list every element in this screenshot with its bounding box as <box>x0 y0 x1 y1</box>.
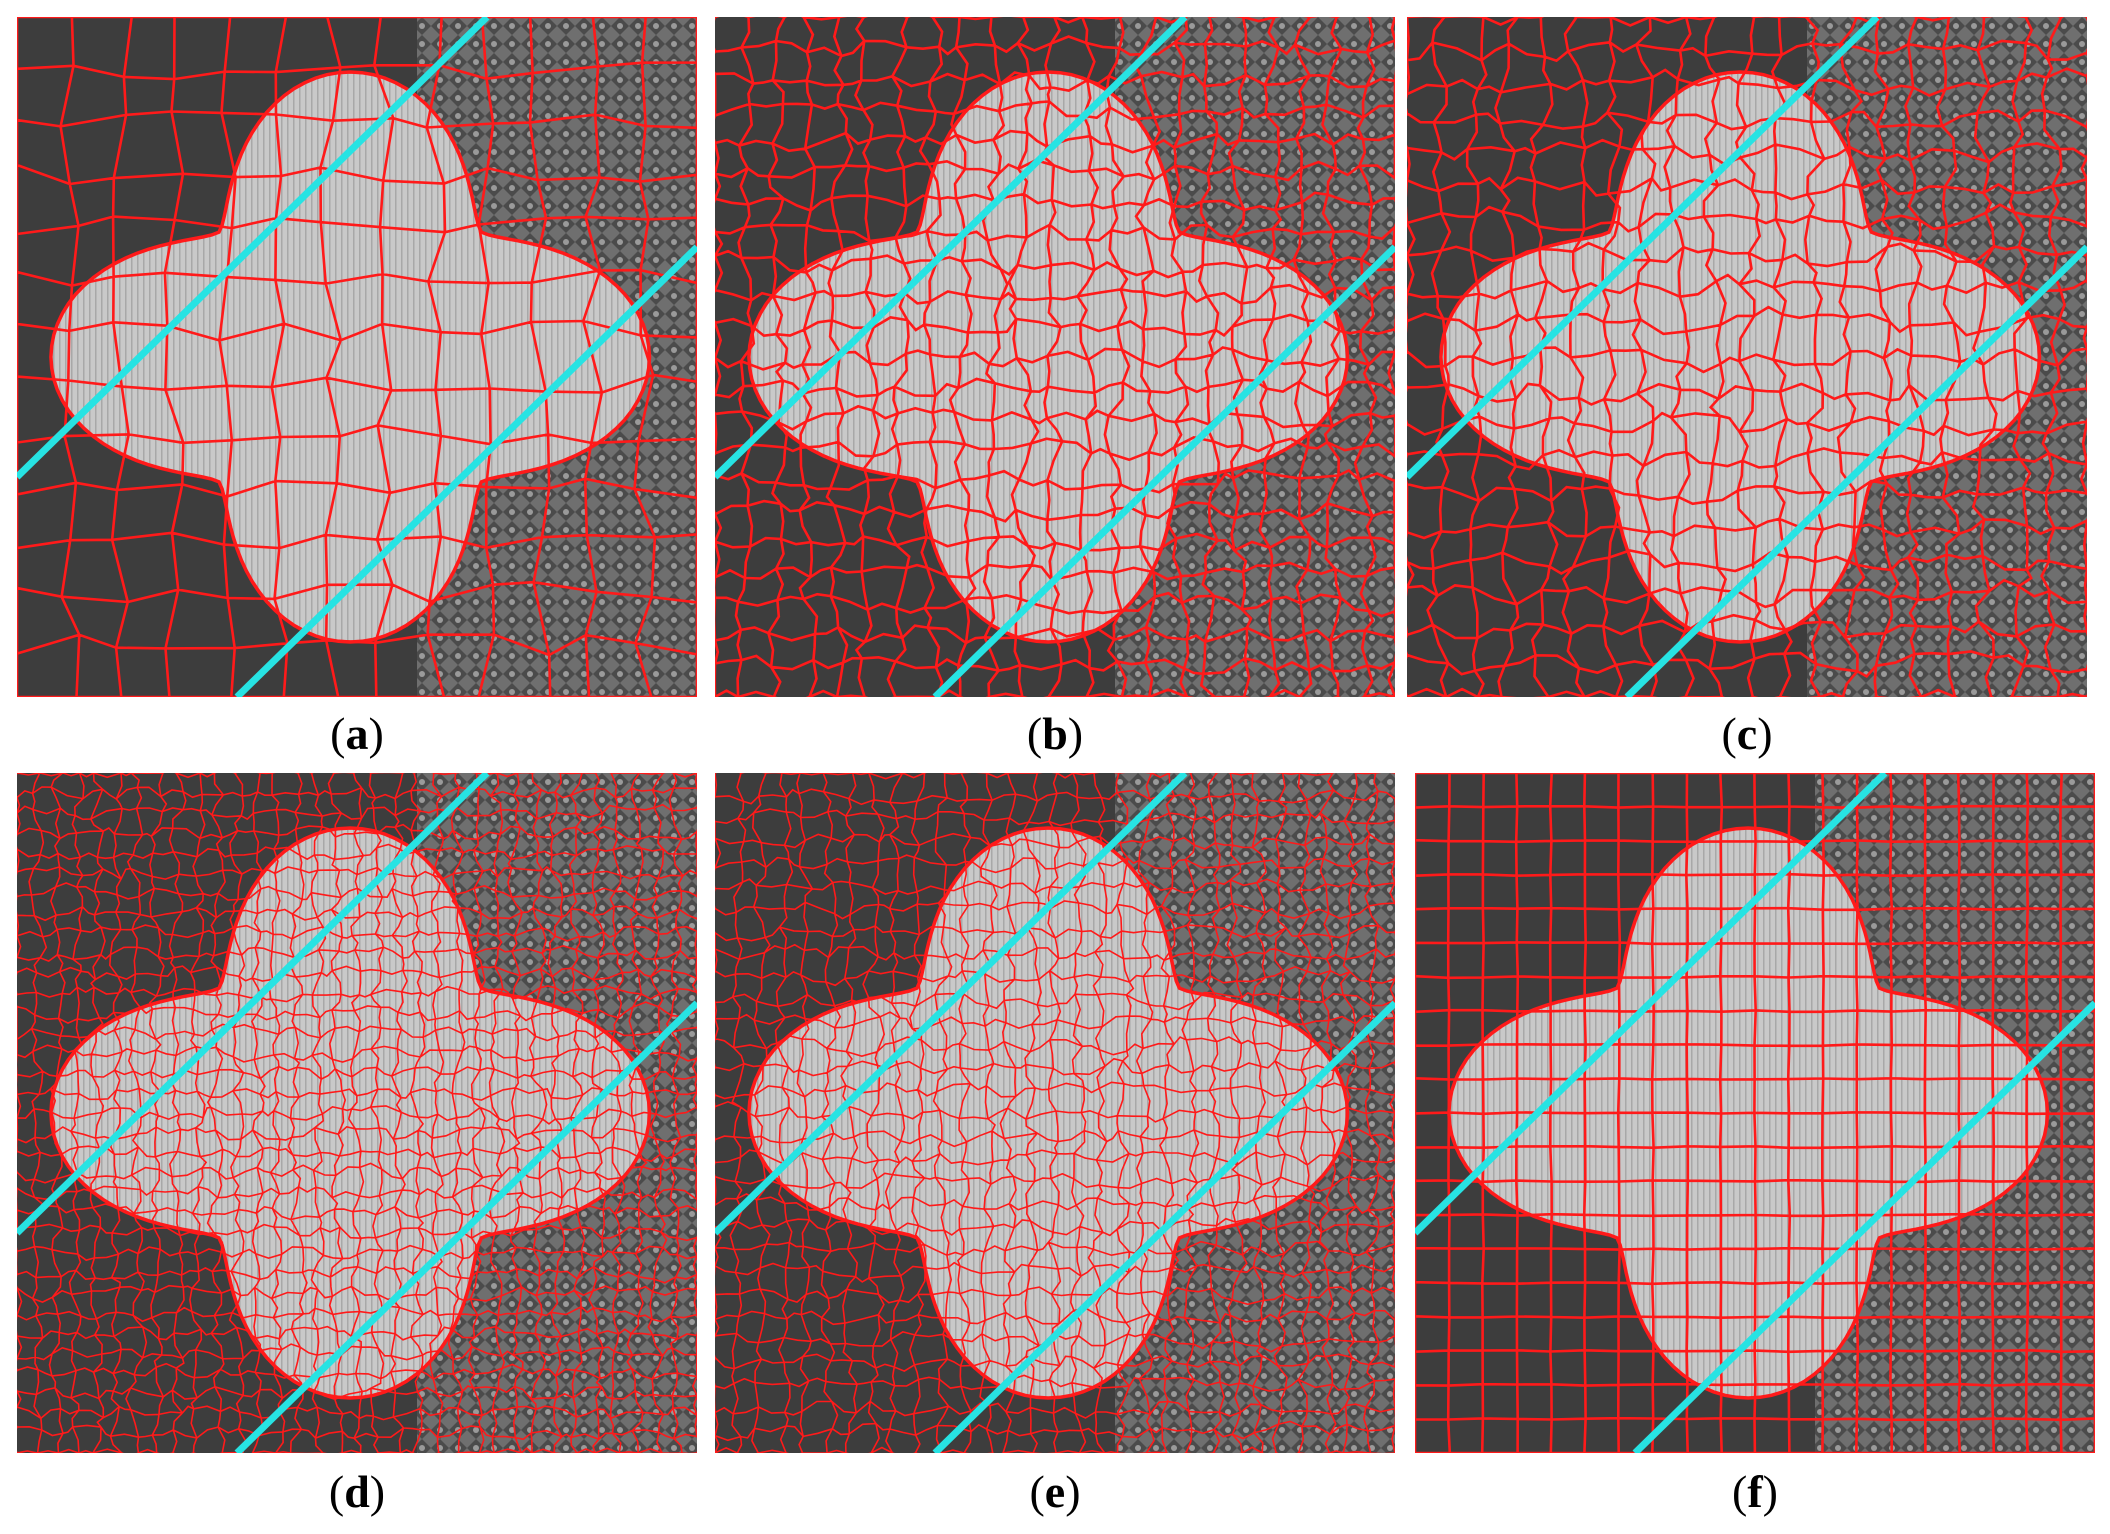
guide-line-upper <box>17 17 490 480</box>
panel-e-image <box>715 773 1395 1453</box>
caption-d: (d) <box>328 1466 386 1517</box>
guide-line-lower <box>932 244 1395 697</box>
guide-line-lower <box>234 1000 697 1453</box>
superpixel-boundaries <box>715 773 1395 1453</box>
caption-c: (c) <box>1721 708 1773 759</box>
panel-d-image <box>17 773 697 1453</box>
caption-e: (e) <box>1029 1466 1081 1517</box>
four-lobed-shape <box>50 72 650 642</box>
panel-a-image <box>17 17 697 697</box>
superpixel-panel-a <box>17 17 697 697</box>
panel-f-image <box>1415 773 2095 1453</box>
shape-outline <box>1439 70 2042 644</box>
superpixel-panel-c <box>1407 17 2087 697</box>
shape-outline <box>49 70 652 644</box>
guide-line-lower <box>1632 1000 2095 1453</box>
shape-outline <box>747 826 1350 1400</box>
superpixel-panel-b <box>715 17 1395 697</box>
guide-line-lower <box>234 244 697 697</box>
superpixel-boundaries <box>17 773 697 1453</box>
superpixel-panel-d <box>17 773 697 1453</box>
guide-line-upper <box>715 17 1188 480</box>
guide-line-upper <box>1407 17 1880 480</box>
guide-line-lower <box>932 1000 1395 1453</box>
shape-outline <box>747 70 1350 644</box>
shape-outline <box>49 826 652 1400</box>
superpixel-boundaries <box>1415 773 2095 1453</box>
guide-line-upper <box>715 773 1188 1236</box>
caption-a: (a) <box>330 708 384 759</box>
panel-c-image <box>1407 17 2087 697</box>
superpixel-panel-f <box>1415 773 2095 1453</box>
panel-b-image <box>715 17 1395 697</box>
superpixel-boundaries <box>715 17 1395 697</box>
guide-line-upper <box>17 773 490 1236</box>
caption-b: (b) <box>1026 708 1084 759</box>
superpixel-boundaries <box>1407 17 2087 697</box>
superpixel-panel-e <box>715 773 1395 1453</box>
guide-line-upper <box>1415 773 1888 1236</box>
guide-line-lower <box>1624 244 2087 697</box>
caption-f: (f) <box>1732 1466 1778 1517</box>
shape-outline <box>1447 826 2050 1400</box>
